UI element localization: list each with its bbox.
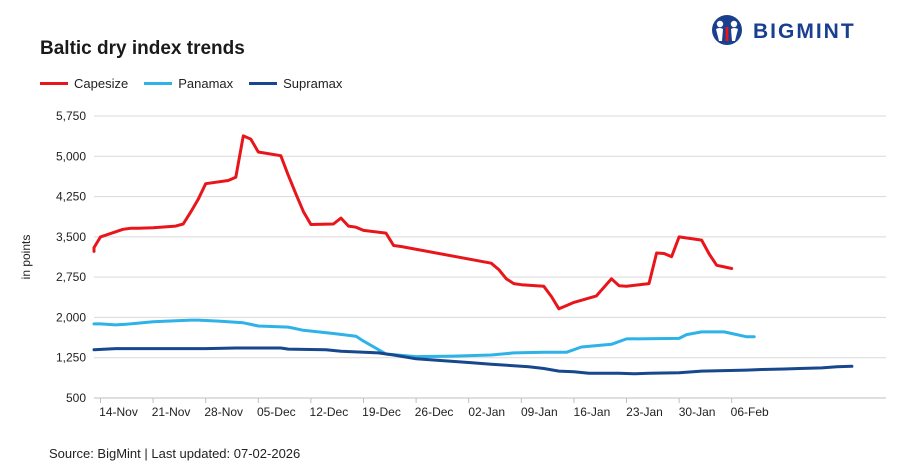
x-tick-label-7: 02-Jan — [468, 405, 505, 419]
bigmint-logo-icon — [712, 15, 742, 45]
legend-label-supramax: Supramax — [283, 76, 343, 91]
legend-item-panamax: Panamax — [144, 76, 233, 91]
series-line-capesize — [92, 134, 734, 311]
y-tick-label-0: 500 — [66, 391, 86, 405]
chart-title: Baltic dry index trends — [40, 38, 245, 59]
x-tick-label-2: 28-Nov — [204, 405, 243, 419]
legend-item-capesize: Capesize — [40, 76, 128, 91]
source-note: Source: BigMint | Last updated: 07-02-20… — [49, 446, 301, 461]
legend-label-panamax: Panamax — [178, 76, 234, 91]
x-tick-label-8: 09-Jan — [521, 405, 558, 419]
y-axis-label: in points — [19, 235, 33, 280]
x-tick-label-9: 16-Jan — [574, 405, 611, 419]
y-tick-label-7: 5,750 — [56, 109, 86, 123]
series-line-supramax — [92, 346, 854, 376]
y-tick-label-1: 1,250 — [56, 351, 86, 365]
x-tick-label-10: 23-Jan — [626, 405, 663, 419]
legend-swatch-capesize — [40, 82, 68, 85]
x-tick-label-3: 05-Dec — [257, 405, 296, 419]
series-line-panamax — [92, 318, 756, 359]
legend-swatch-panamax — [144, 82, 173, 85]
y-tick-label-3: 2,750 — [56, 270, 86, 284]
y-tick-label-6: 5,000 — [56, 149, 86, 163]
legend-label-capesize: Capesize — [74, 76, 129, 91]
x-tick-label-4: 12-Dec — [310, 405, 349, 419]
y-tick-label-4: 3,500 — [56, 230, 86, 244]
y-tick-label-5: 4,250 — [56, 190, 86, 204]
x-tick-label-12: 06-Feb — [731, 405, 769, 419]
bigmint-logo: BIGMINT — [709, 14, 899, 46]
chart-legend: Capesize Panamax Supramax — [40, 76, 342, 91]
y-tick-label-2: 2,000 — [56, 310, 86, 324]
legend-item-supramax: Supramax — [249, 76, 342, 91]
x-tick-label-5: 19-Dec — [362, 405, 401, 419]
x-tick-label-1: 21-Nov — [152, 405, 191, 419]
x-tick-label-11: 30-Jan — [679, 405, 716, 419]
x-tick-label-6: 26-Dec — [415, 405, 454, 419]
x-tick-label-0: 14-Nov — [99, 405, 138, 419]
legend-swatch-supramax — [249, 82, 278, 85]
bigmint-logo-text: BIGMINT — [753, 20, 856, 43]
